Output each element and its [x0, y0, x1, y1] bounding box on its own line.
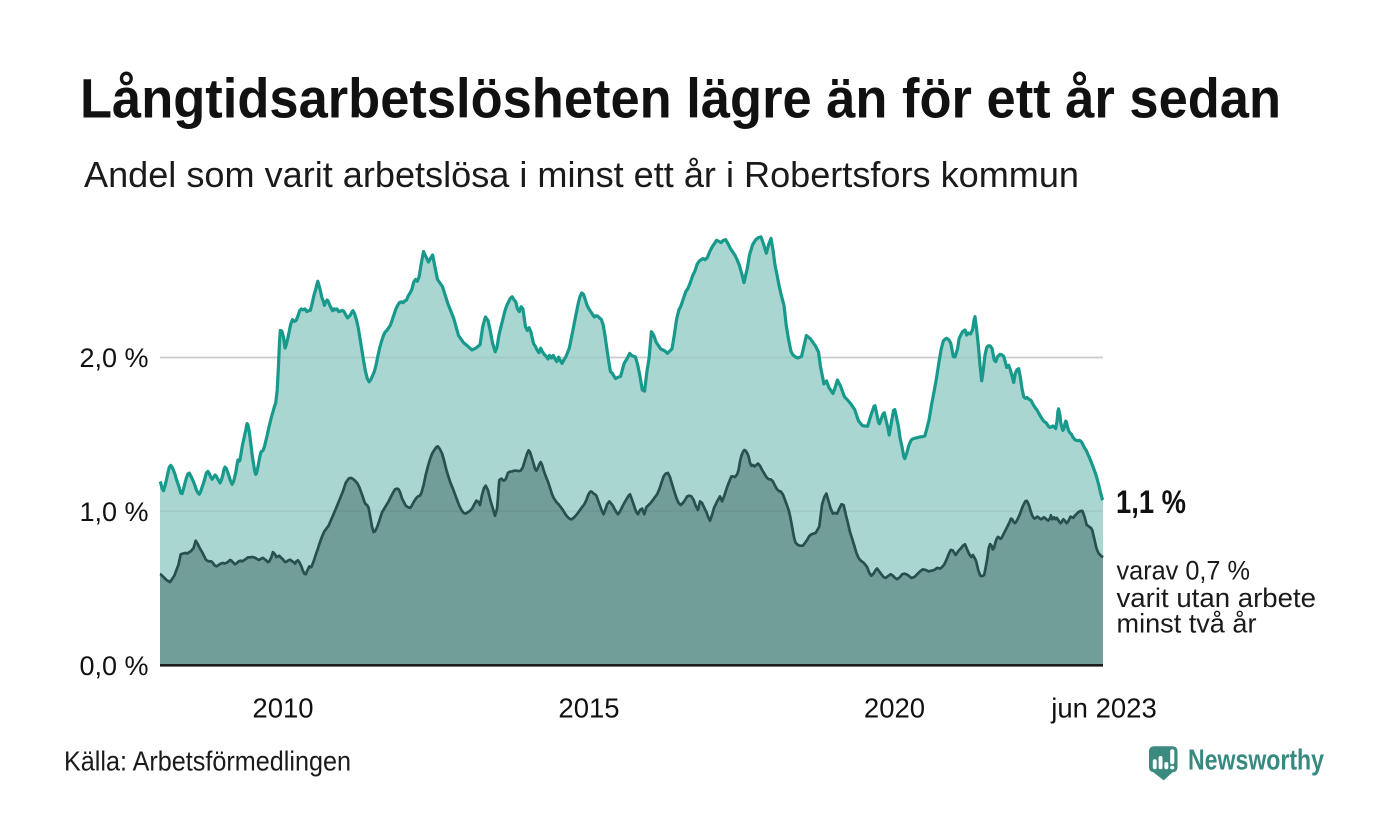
svg-text:1,1 %: 1,1 %	[1116, 484, 1186, 520]
svg-text:1,0 %: 1,0 %	[79, 497, 148, 527]
svg-text:Newsworthy: Newsworthy	[1188, 745, 1324, 777]
svg-text:2,0 %: 2,0 %	[79, 343, 148, 373]
svg-text:2010: 2010	[252, 693, 313, 724]
svg-text:varit utan arbete: varit utan arbete	[1117, 583, 1317, 613]
svg-text:2020: 2020	[864, 693, 925, 724]
svg-text:minst två år: minst två år	[1117, 609, 1257, 639]
svg-text:jun 2023: jun 2023	[1050, 693, 1157, 724]
svg-text:Andel som varit arbetslösa i m: Andel som varit arbetslösa i minst ett å…	[84, 154, 1079, 195]
svg-text:varav 0,7 %: varav 0,7 %	[1117, 556, 1251, 586]
svg-text:2015: 2015	[558, 693, 619, 724]
svg-text:Långtidsarbetslösheten lägre ä: Långtidsarbetslösheten lägre än för ett …	[80, 67, 1281, 130]
svg-text:Källa: Arbetsförmedlingen: Källa: Arbetsförmedlingen	[64, 746, 351, 777]
svg-text:0,0 %: 0,0 %	[79, 651, 148, 681]
